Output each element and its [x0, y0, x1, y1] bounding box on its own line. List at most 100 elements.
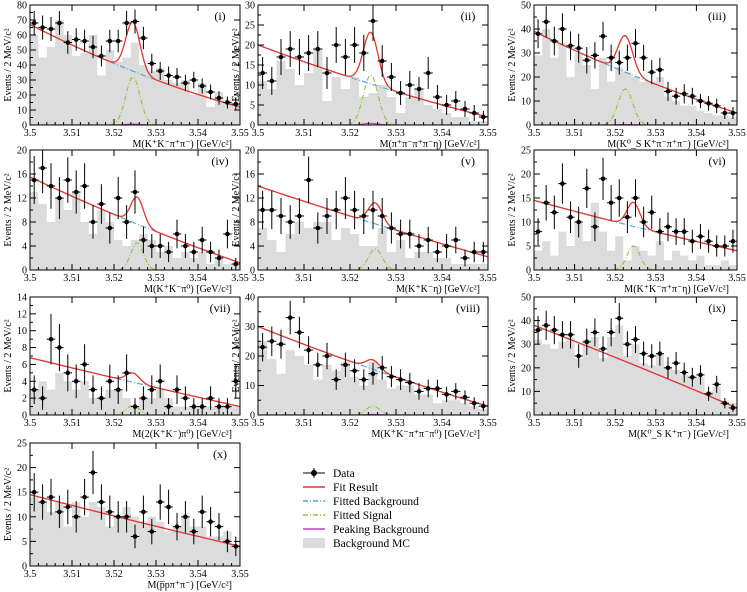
y-tick-label: 15 [521, 194, 531, 205]
data-point [82, 494, 87, 500]
data-point [48, 183, 54, 189]
data-point [584, 339, 590, 345]
data-point [435, 94, 440, 100]
data-point [333, 377, 339, 382]
legend-item: Fitted Background [303, 496, 419, 508]
panel-label: (viii) [456, 301, 480, 315]
x-tick-label: 3.55 [728, 418, 746, 429]
y-tick-label: 20 [245, 146, 255, 157]
data-point [287, 315, 293, 320]
data-point [82, 183, 87, 189]
y-axis-label: Events / 2 MeV/c² [231, 28, 242, 101]
data-point [398, 377, 403, 382]
data-point [352, 42, 357, 48]
data-point [183, 243, 188, 249]
fitted-signal-curve [534, 245, 737, 270]
y-tick-label: 0 [22, 411, 27, 422]
y-tick-label: 6 [22, 360, 27, 371]
data-point [698, 234, 703, 239]
data-point [633, 195, 638, 201]
x-tick-label: 3.52 [341, 273, 359, 284]
data-point [333, 42, 339, 48]
data-point [416, 243, 422, 249]
data-point [576, 45, 581, 51]
y-tick-label: 8 [22, 343, 27, 354]
panel-3: 3.5 3.51 3.52 3.53 3.54 3.55 0 10 20 30 40 50 Events… [507, 1, 746, 151]
y-axis-label: Events / 2 MeV/c² [231, 173, 242, 246]
data-point [481, 403, 486, 409]
data-point [568, 332, 573, 338]
y-tick-label: 10 [521, 387, 531, 398]
y-tick-label: 4 [22, 242, 27, 253]
data-point [616, 315, 622, 321]
y-tick-label: 5 [526, 242, 531, 253]
x-axis-label: M(K⁺K⁻η) [GeV/c²] [396, 284, 480, 295]
y-tick-label: 10 [245, 381, 255, 392]
data-point [389, 74, 394, 80]
data-point [657, 229, 663, 234]
data-point [65, 177, 71, 183]
y-tick-label: 10 [17, 512, 27, 523]
data-point [82, 362, 87, 367]
legend-item: Fitted Signal [303, 510, 392, 522]
data-point [57, 509, 62, 515]
legend-label: Fit Result [333, 482, 379, 494]
data-point [568, 43, 573, 49]
data-point [99, 499, 104, 505]
data-point [132, 404, 138, 409]
data-point [407, 231, 413, 237]
y-tick-label: 50 [521, 293, 531, 304]
data-point [73, 378, 79, 384]
x-tick-label: 3.55 [728, 273, 746, 284]
x-axis-label: M(π⁺π⁻π⁺π⁻η) [GeV/c²] [380, 139, 480, 150]
data-point [633, 337, 638, 342]
y-tick-label: 0 [22, 121, 27, 132]
data-point [600, 346, 606, 352]
data-point [157, 499, 163, 505]
fitted-signal-curve [258, 248, 488, 270]
data-point [48, 26, 54, 32]
y-tick-label: 20 [245, 352, 255, 363]
y-tick-label: 30 [521, 49, 531, 60]
y-tick-label: 0 [22, 562, 27, 573]
x-tick-label: 3.54 [189, 418, 207, 429]
data-point [690, 93, 695, 99]
legend-label: Peaking Background [333, 524, 429, 536]
y-tick-label: 40 [245, 293, 255, 304]
data-point [132, 534, 138, 539]
y-tick-label: 20 [521, 363, 531, 374]
y-tick-label: 12 [245, 194, 255, 205]
panel-10: 3.5 3.51 3.52 3.53 3.54 3.55 0 5 10 15 20 25 Events … [3, 439, 249, 592]
background-mc-histogram [534, 325, 737, 415]
x-tick-label: 3.54 [688, 128, 706, 139]
panel-1: 3.5 3.51 3.52 3.53 3.54 3.55 0 10 20 30 40 50 60 70 80… [3, 1, 249, 151]
x-tick-label: 3.53 [147, 418, 165, 429]
y-tick-label: 0 [526, 411, 531, 422]
data-point [297, 330, 302, 335]
data-point [57, 195, 62, 201]
x-tick-label: 3.51 [566, 418, 584, 429]
data-point [641, 55, 646, 61]
data-point [216, 95, 222, 101]
data-point [379, 213, 385, 219]
data-point [90, 219, 96, 225]
data-point [649, 353, 655, 359]
y-tick-label: 25 [245, 21, 255, 32]
x-tick-label: 3.55 [231, 569, 249, 580]
x-tick-label: 3.52 [105, 128, 123, 139]
y-tick-label: 10 [521, 97, 531, 108]
x-tick-label: 3.55 [728, 128, 746, 139]
data-point [269, 78, 275, 84]
data-point [132, 189, 138, 195]
data-point [287, 46, 293, 52]
data-point [552, 38, 557, 44]
x-tick-label: 3.55 [231, 273, 249, 284]
y-tick-label: 0 [526, 121, 531, 132]
panel-6: 3.5 3.51 3.52 3.53 3.54 3.55 0 5 10 15 20 25 Events … [507, 146, 746, 296]
data-point [225, 100, 230, 105]
data-point [379, 58, 385, 64]
panel-2: 3.5 3.51 3.52 3.53 3.54 3.55051015202530Event… [231, 1, 497, 151]
legend-label: Fitted Signal [333, 510, 392, 522]
y-tick-label: 8 [250, 218, 255, 229]
